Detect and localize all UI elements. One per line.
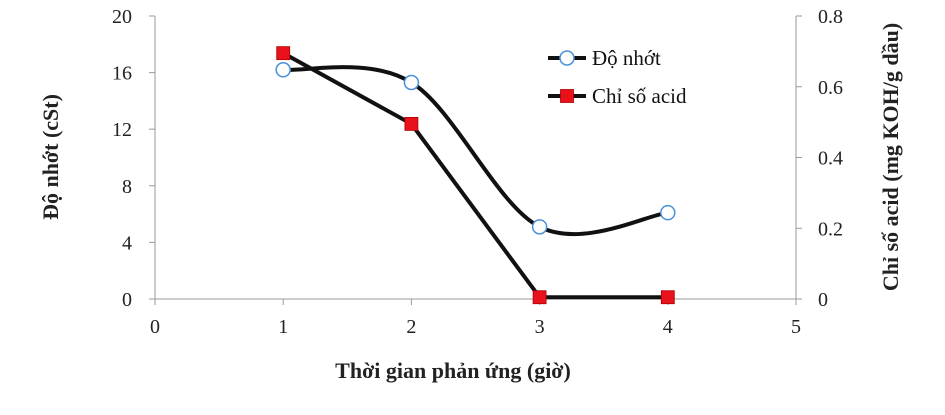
y-tick-label: 16 — [112, 63, 132, 85]
y2-axis-title: Chỉ số acid (mg KOH/g dầu) — [878, 23, 903, 291]
y2-tick-label: 0.2 — [818, 218, 843, 240]
x-tick-label: 4 — [663, 316, 673, 338]
data-point-square — [276, 46, 291, 61]
legend-marker-square — [560, 89, 574, 103]
data-point-square — [404, 116, 419, 131]
data-point-circle — [403, 74, 420, 91]
y-tick-label: 12 — [112, 119, 132, 141]
series-line — [282, 51, 668, 300]
y2-tick-label: 0.4 — [818, 148, 843, 170]
legend-item-1: Độ nhớt — [548, 46, 661, 70]
y-tick-label: 8 — [122, 176, 132, 198]
legend-label: Chỉ số acid — [592, 84, 687, 108]
y-tick-label: 20 — [112, 6, 132, 28]
data-point-square — [660, 290, 675, 305]
x-tick-label: 2 — [406, 316, 416, 338]
x-tick-label: 0 — [150, 316, 160, 338]
y-tick-label: 4 — [122, 232, 132, 254]
series-2 — [276, 46, 675, 305]
legend-label: Độ nhớt — [592, 46, 661, 70]
data-point-circle — [275, 62, 291, 78]
data-point-circle — [531, 219, 548, 235]
y2-tick-label: 0.8 — [818, 6, 843, 28]
x-tick-label: 5 — [791, 316, 801, 338]
data-point-circle — [660, 204, 676, 221]
x-tick-label: 1 — [278, 316, 288, 338]
legend-marker-circle — [559, 50, 575, 66]
x-tick-label: 3 — [535, 316, 545, 338]
y-tick-label: 0 — [122, 289, 132, 311]
series-1 — [275, 62, 676, 237]
x-axis-title: Thời gian phản ứng (giờ) — [335, 358, 571, 383]
series-line — [283, 65, 669, 237]
y-axis-title: Độ nhớt (cSt) — [38, 94, 63, 220]
y2-tick-label: 0.6 — [818, 77, 843, 99]
y2-tick-label: 0 — [818, 289, 828, 311]
data-point-square — [532, 290, 547, 305]
legend-item-2: Chỉ số acid — [548, 84, 687, 108]
